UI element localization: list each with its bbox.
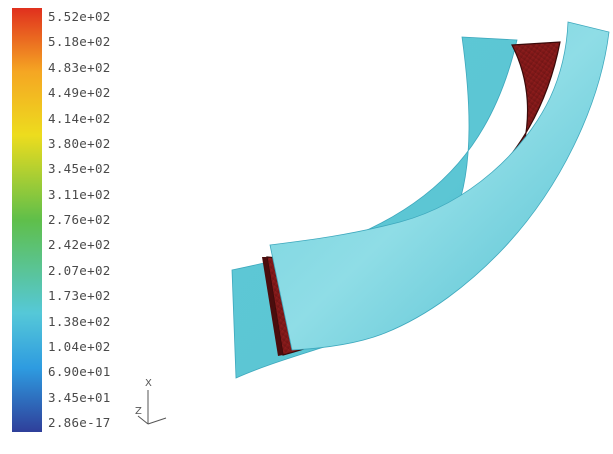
legend-tick-label: 5.18e+02 [48,34,111,50]
legend-tick-label: 2.42e+02 [48,237,111,253]
axis-x-label: X [145,378,152,389]
blade-front-surface [269,21,610,351]
legend-tick-label: 5.52e+02 [48,9,111,24]
legend-tick-label: 1.73e+02 [48,288,111,304]
blade-core-edge [262,257,283,356]
legend-tick-label: 1.04e+02 [48,338,111,354]
legend-tick-label: 3.80e+02 [48,135,111,151]
axis-triad: X Z [135,378,167,425]
legend-tick-label: 3.45e+02 [48,161,111,177]
legend-tick-label: 3.11e+02 [48,186,111,202]
legend-tick-label: 2.07e+02 [48,262,111,278]
color-legend-bar [12,8,42,432]
legend-tick-label: 3.45e+01 [48,389,111,405]
axis-z-label: Z [135,406,142,417]
color-legend-labels: 5.52e+02 5.18e+02 4.83e+02 4.49e+02 4.14e+02… [48,8,158,432]
legend-tick-label: 6.90e+01 [48,364,111,380]
legend-tick-label: 2.86e-17 [48,415,111,430]
legend-tick-label: 4.49e+02 [48,85,111,101]
legend-tick-label: 4.83e+02 [48,59,111,75]
legend-tick-label: 4.14e+02 [48,110,111,126]
legend-tick-label: 2.76e+02 [48,212,111,227]
legend-tick-label: 1.38e+02 [48,313,111,329]
